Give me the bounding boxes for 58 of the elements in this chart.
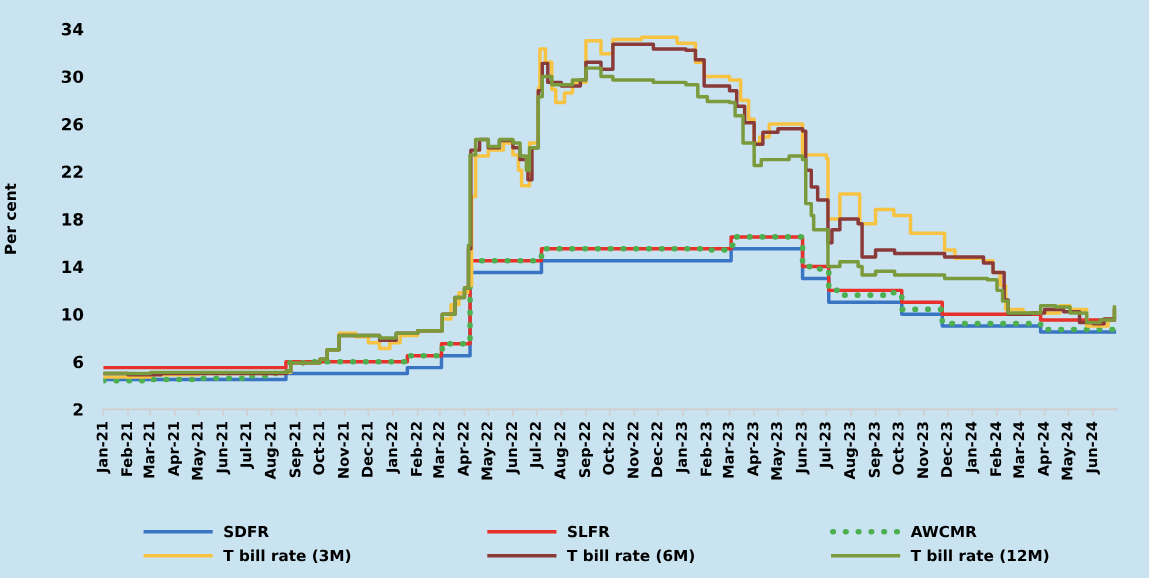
x-tick-label: Oct-22 — [602, 422, 614, 475]
x-tick-label: Mar-23 — [722, 422, 734, 478]
y-tick-label: 6 — [73, 355, 84, 369]
x-tick-label: Sep-22 — [579, 422, 593, 478]
x-tick-label: Jul-22 — [529, 422, 544, 469]
x-tick-label: Feb-22 — [410, 422, 422, 476]
x-tick-label: Jan-22 — [386, 422, 401, 474]
y-tick-label: 2 — [73, 403, 83, 416]
x-tick-label: Apr-24 — [1037, 421, 1052, 477]
x-tick-label: Sep-21 — [289, 422, 304, 478]
y-tick-label: 30 — [61, 70, 84, 84]
x-tick-label: Jun-22 — [506, 422, 520, 475]
x-tick-label: Apr-21 — [168, 422, 182, 477]
x-tick-label: Mar-24 — [1013, 421, 1025, 478]
x-tick-label: Jun-21 — [216, 422, 231, 475]
x-tick-label: May-21 — [191, 422, 206, 480]
x-tick-label: Jun-23 — [795, 422, 810, 475]
x-tick-label: Nov-21 — [337, 422, 349, 478]
x-tick-label: Mar-21 — [143, 422, 155, 478]
x-tick-label: Mar-22 — [433, 422, 445, 478]
x-tick-label: Aug-23 — [844, 422, 859, 480]
x-tick-label: May-23 — [771, 422, 786, 480]
x-tick-label: Dec-22 — [651, 422, 663, 477]
x-tick-label: Jul-23 — [819, 422, 834, 469]
x-tick-label: Aug-22 — [554, 422, 569, 480]
x-tick-label: Apr-23 — [747, 422, 762, 477]
y-tick-label: 10 — [62, 308, 84, 321]
x-tick-label: May-24 — [1061, 421, 1076, 480]
x-tick-label: Oct-23 — [892, 422, 904, 475]
legend-label: SDFR — [224, 525, 269, 538]
legend-label: T bill rate (3M) — [223, 549, 351, 564]
y-tick-label: 18 — [62, 213, 83, 226]
x-tick-label: Nov-22 — [627, 422, 639, 478]
y-tick-label: 34 — [61, 22, 84, 36]
legend-label: T bill rate (6M) — [567, 549, 694, 564]
x-tick-label: Jan-21 — [96, 422, 111, 474]
x-tick-label: Feb-23 — [700, 422, 712, 476]
x-tick-label: Dec-23 — [940, 422, 953, 477]
x-tick-label: Jan-24 — [965, 421, 980, 474]
x-tick-label: Feb-24 — [989, 421, 1002, 476]
y-tick-label: 26 — [62, 117, 84, 131]
y-tick-label: 22 — [62, 165, 83, 178]
x-tick-label: Jun-24 — [1086, 421, 1100, 475]
legend-label: AWCMR — [910, 525, 977, 538]
legend-label: T bill rate (12M) — [910, 549, 1049, 564]
x-tick-label: Jul-21 — [239, 422, 254, 469]
y-tick-label: 14 — [62, 260, 84, 273]
x-tick-label: Dec-21 — [361, 422, 373, 477]
x-tick-label: May-22 — [481, 422, 496, 480]
legend-label: SLFR — [568, 525, 610, 538]
x-tick-label: Sep-23 — [868, 422, 883, 478]
x-tick-label: Feb-21 — [120, 422, 133, 476]
x-tick-label: Apr-22 — [457, 422, 472, 477]
y-axis-title: Per cent — [4, 183, 17, 254]
x-tick-label: Jan-23 — [675, 422, 690, 474]
x-tick-label: Oct-21 — [313, 422, 325, 475]
x-tick-label: Nov-23 — [917, 422, 929, 478]
x-tick-label: Aug-21 — [264, 422, 279, 480]
